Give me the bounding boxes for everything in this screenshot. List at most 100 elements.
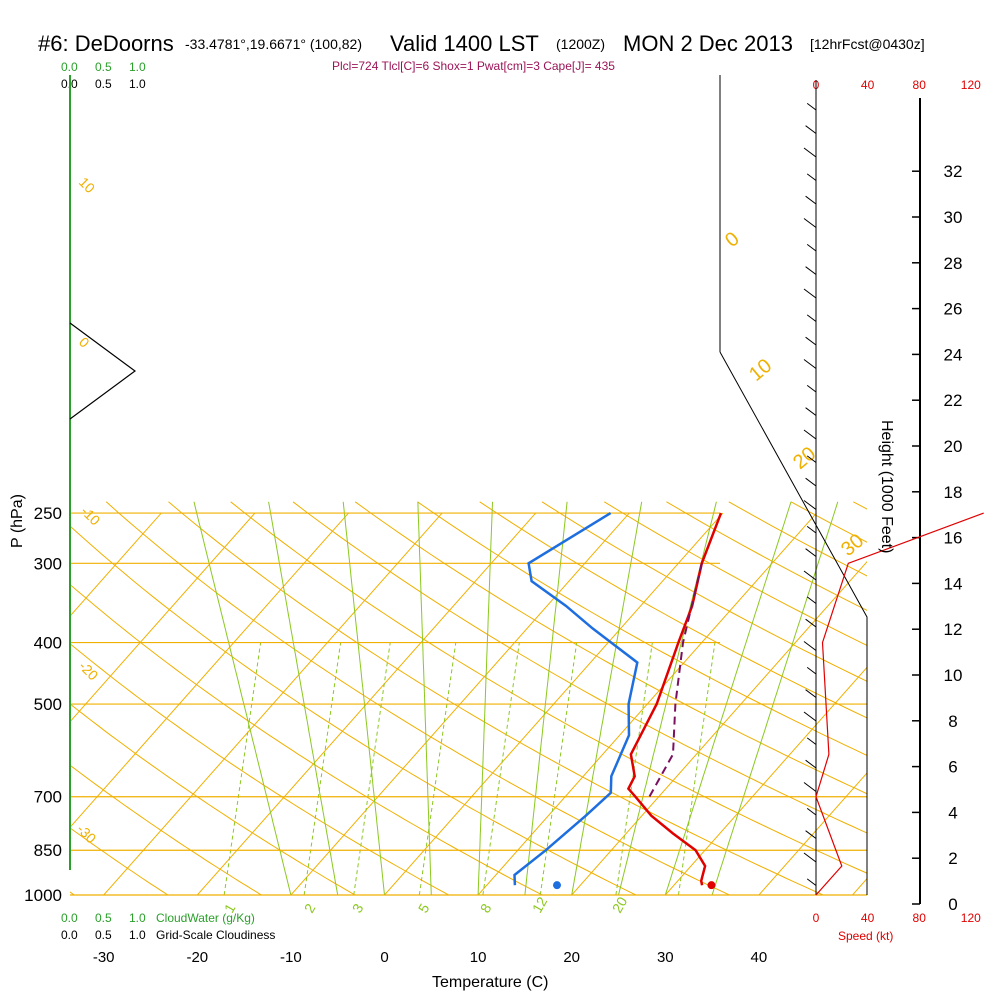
mixing-ratio-label: 8	[477, 901, 495, 916]
wind-barb	[805, 195, 817, 205]
height-tick-6: 6	[948, 758, 957, 777]
wind-barb	[803, 711, 817, 722]
height-tick-14: 14	[944, 574, 963, 593]
dry-adiabat-line	[70, 583, 544, 895]
wind-barb	[803, 429, 817, 440]
mixing-ratio-label: 20	[609, 894, 631, 916]
mixing-ratio-line	[303, 642, 342, 895]
speed-tick-bottom-40: 40	[861, 911, 875, 925]
mixing-ratio-line	[482, 642, 520, 895]
temp-tick-30: 30	[657, 949, 674, 966]
mixing-ratio-label: 5	[415, 901, 433, 916]
isotherm-label: 30	[837, 530, 868, 561]
height-tick-32: 32	[944, 162, 963, 181]
wind-barb	[806, 878, 817, 886]
cloudiness-scale-bottom-1: 0.5	[95, 928, 112, 942]
series-wind-speed	[815, 512, 984, 896]
dry-adiabat-line	[354, 501, 867, 795]
moist-adiabat-line	[477, 501, 493, 895]
temp-tick--10: -10	[280, 949, 302, 966]
valid-time: Valid 1400 LST	[390, 31, 539, 56]
cloudwater-label: CloudWater (g/Kg)	[156, 911, 255, 925]
temp-tick-10: 10	[470, 949, 487, 966]
station-coords: -33.4781°,19.6671° (100,82)	[185, 36, 362, 52]
dry-adiabat-line	[70, 525, 637, 895]
speed-tick-bottom-80: 80	[913, 911, 927, 925]
wind-barb	[803, 852, 817, 863]
temp-tick-40: 40	[751, 949, 768, 966]
cloudwater-scale-bottom-2: 1.0	[129, 911, 146, 925]
mixing-ratio-line	[353, 642, 391, 895]
pressure-tick-250: 250	[34, 504, 62, 523]
speed-tick-top-80: 80	[913, 78, 927, 92]
cloudiness-scale-bottom-2: 1.0	[129, 928, 146, 942]
wind-barb	[806, 243, 817, 252]
dry-adiabat-line	[70, 643, 450, 895]
wind-barb	[805, 830, 817, 839]
dry-adiabat-line	[853, 501, 867, 510]
dry-adiabat-line	[168, 501, 825, 895]
wind-barb	[806, 314, 817, 322]
dry-adiabat-line	[105, 501, 731, 895]
series-parcel	[648, 563, 703, 798]
height-tick-24: 24	[944, 345, 963, 364]
height-tick-20: 20	[944, 437, 963, 456]
wind-barb	[803, 641, 817, 651]
height-tick-18: 18	[944, 483, 963, 502]
cloudwater-scale-bottom-0: 0.0	[61, 911, 78, 925]
moist-adiabat-line	[664, 501, 792, 895]
series-dewpoint	[513, 512, 639, 886]
plot-right-border	[719, 351, 868, 895]
wind-barb	[803, 288, 817, 299]
height-tick-2: 2	[948, 849, 957, 868]
height-tick-28: 28	[944, 254, 963, 273]
isotherm-line	[758, 772, 867, 895]
cloudwater-scale-top-1: 0.5	[95, 60, 112, 74]
wind-barb	[806, 526, 817, 534]
height-tick-22: 22	[944, 391, 963, 410]
mixing-ratio-line	[418, 642, 457, 895]
pressure-tick-700: 700	[34, 788, 62, 807]
dry-adiabat-line	[70, 764, 263, 895]
moist-adiabat-line	[571, 501, 643, 895]
pressure-tick-400: 400	[34, 634, 62, 653]
height-tick-16: 16	[944, 529, 963, 548]
cloudwater-scale-top-0: 0.0	[61, 60, 78, 74]
mixing-ratio-line	[677, 642, 716, 895]
height-tick-0: 0	[948, 895, 957, 914]
moist-adiabat-line	[711, 501, 839, 895]
moist-adiabat-line	[417, 501, 432, 895]
moist-adiabat-line	[193, 501, 292, 895]
height-axis-label: Height (1000 Feet)	[878, 420, 895, 553]
wind-barb	[805, 759, 817, 769]
cloudiness-scale-bottom-0: 0.0	[61, 928, 78, 942]
wind-barb	[806, 667, 817, 675]
isotherm-label: 0	[721, 228, 744, 252]
dry-adiabat-line	[978, 502, 1000, 909]
pressure-tick-850: 850	[34, 841, 62, 860]
dry-adiabat-line	[230, 501, 867, 874]
isotherm-label: 10	[76, 174, 98, 196]
station-title: #6: DeDoorns	[38, 31, 174, 56]
moist-adiabat-line	[342, 501, 386, 895]
surface-dewpoint-point	[552, 881, 561, 890]
cloudiness-scale-top-1: 0.5	[95, 77, 112, 91]
mixing-ratio-label: 2	[301, 901, 319, 916]
wind-barb	[803, 500, 817, 510]
isotherm-label: -10	[78, 503, 104, 529]
temp-tick-0: 0	[380, 949, 388, 966]
height-tick-8: 8	[948, 712, 957, 731]
cloudiness-label: Grid-Scale Cloudiness	[156, 928, 275, 942]
speed-tick-bottom-0: 0	[813, 911, 820, 925]
stability-indices: Plcl=724 Tlcl[C]=6 Shox=1 Pwat[cm]=3 Cap…	[332, 59, 615, 73]
height-tick-10: 10	[944, 666, 963, 685]
isotherm-label: -20	[76, 658, 102, 684]
wind-barb	[805, 336, 817, 346]
wind-barb	[806, 737, 817, 745]
x-axis-label: Temperature (C)	[432, 974, 548, 991]
pressure-tick-1000: 1000	[24, 886, 62, 905]
wind-barb	[805, 266, 817, 275]
height-tick-30: 30	[944, 208, 963, 227]
wind-barb	[806, 173, 817, 181]
dry-adiabat-line	[417, 501, 867, 756]
